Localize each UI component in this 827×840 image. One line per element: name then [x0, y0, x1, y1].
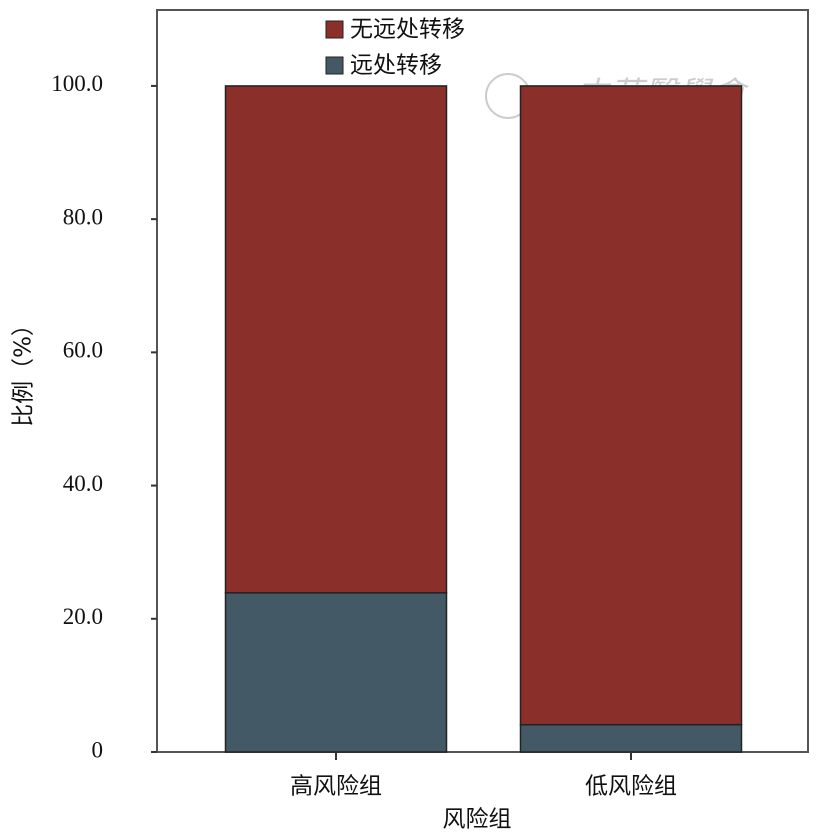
legend-label: 远处转移	[350, 53, 442, 79]
y-tick-label: 100.0	[51, 71, 103, 96]
bar-segment	[224, 85, 448, 594]
x-tick-label: 低风险组	[585, 774, 677, 800]
legend-swatch	[325, 56, 344, 75]
y-tick-label: 20.0	[63, 604, 103, 629]
legend-swatch	[325, 20, 344, 39]
x-tick-label: 高风险组	[290, 774, 382, 800]
x-axis-title: 风险组	[443, 807, 512, 833]
y-tick-label: 60.0	[63, 338, 103, 363]
y-tick-label: 40.0	[63, 471, 103, 496]
y-axis-title: 比例（%）	[11, 313, 37, 427]
bar-segment	[519, 85, 743, 726]
bar-segment	[224, 592, 448, 753]
y-tick-label: 80.0	[63, 204, 103, 229]
bar-segment	[519, 723, 743, 753]
plot-frame	[156, 9, 809, 753]
y-tick-label: 0	[92, 737, 104, 762]
legend-label: 无远处转移	[350, 17, 465, 43]
